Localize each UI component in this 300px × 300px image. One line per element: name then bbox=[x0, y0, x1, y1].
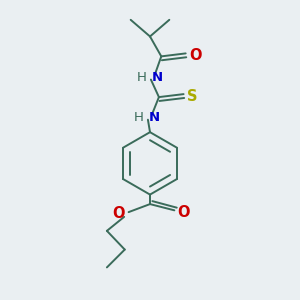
Text: H: H bbox=[136, 71, 146, 84]
Text: N: N bbox=[152, 71, 163, 84]
Text: N: N bbox=[149, 111, 160, 124]
Text: O: O bbox=[177, 205, 190, 220]
Text: O: O bbox=[189, 48, 202, 63]
Text: S: S bbox=[187, 89, 198, 104]
Text: H: H bbox=[134, 111, 143, 124]
Text: O: O bbox=[112, 206, 125, 221]
